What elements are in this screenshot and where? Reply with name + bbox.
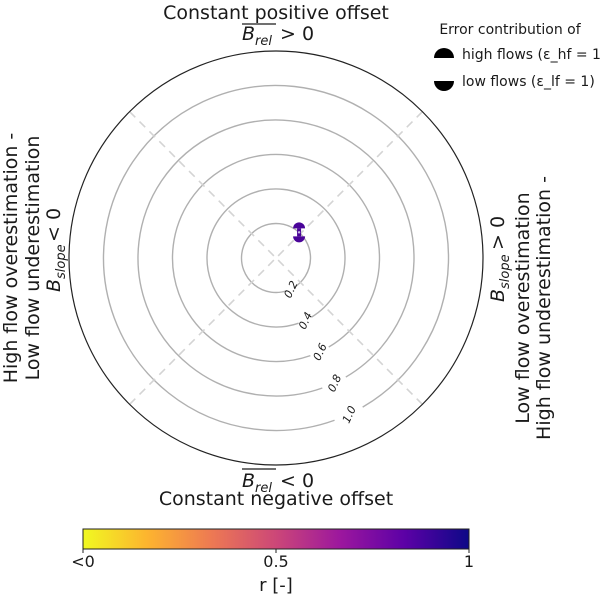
- radial-grid-rings: [102, 84, 450, 432]
- svg-text:B: B: [487, 289, 509, 302]
- svg-text:B: B: [43, 279, 65, 292]
- data-points: [293, 222, 306, 243]
- bottom-math-label: B rel < 0: [242, 468, 314, 496]
- colorbar-label: r [-]: [259, 575, 293, 596]
- colorbar: <0 0.5 1 r [-]: [71, 528, 474, 596]
- radial-tick-labels: 0.2 0.4 0.6 0.8 1.0: [281, 279, 358, 425]
- legend-item-high-flows: high flows (ε_hf = 1): [462, 47, 600, 63]
- svg-text:B: B: [242, 23, 255, 45]
- left-label-line2: Low flow underestimation: [22, 136, 44, 381]
- radial-tick-label: 0.6: [311, 341, 330, 362]
- svg-text:> 0: > 0: [280, 23, 314, 45]
- svg-text:< 0: < 0: [280, 470, 314, 492]
- lower-half-circle-icon: [434, 81, 454, 91]
- right-label-line2: High flow underestimation -: [533, 176, 555, 440]
- radial-tick-label: 0.8: [325, 373, 344, 394]
- grid-ring-2: [206, 188, 346, 328]
- grid-ring-3: [171, 153, 381, 363]
- svg-text:slope: slope: [54, 244, 69, 279]
- svg-text:rel: rel: [255, 481, 272, 496]
- grid-ring-1: [240, 222, 312, 294]
- legend: Error contribution of high flows (ε_hf =…: [434, 22, 600, 91]
- grid-ring-4: [137, 119, 415, 397]
- bottom-title: Constant negative offset: [159, 488, 393, 510]
- top-math-label: B rel > 0: [242, 23, 314, 49]
- polar-plot-area: 0.2 0.4 0.6 0.8 1.0: [68, 50, 484, 466]
- upper-half-circle-icon: [434, 48, 454, 58]
- radial-tick-label: 0.2: [281, 279, 300, 300]
- data-point-1: [293, 222, 306, 243]
- right-label-line1: Low flow overestimation: [512, 192, 534, 423]
- colorbar-tick-mid: 0.5: [263, 552, 288, 571]
- top-title: Constant positive offset: [163, 2, 389, 24]
- colorbar-tick-max: 1: [464, 552, 474, 571]
- colorbar-gradient: [82, 528, 470, 550]
- svg-text:slope: slope: [498, 254, 513, 289]
- radial-tick-label: 0.4: [296, 310, 315, 331]
- colorbar-tick-min: <0: [71, 552, 95, 571]
- svg-text:> 0: > 0: [487, 216, 509, 250]
- svg-text:B: B: [242, 470, 255, 492]
- svg-text:rel: rel: [255, 34, 272, 49]
- legend-item-low-flows: low flows (ε_lf = 1): [462, 74, 595, 90]
- radial-tick-label: 1.0: [340, 404, 359, 425]
- left-axis-labels: High flow overestimation - Low flow unde…: [0, 133, 69, 384]
- right-axis-labels: B slope > 0 Low flow overestimation High…: [487, 176, 555, 440]
- left-math-label: B slope < 0: [43, 208, 69, 292]
- right-math-label: B slope > 0: [487, 216, 513, 302]
- svg-text:< 0: < 0: [43, 208, 65, 242]
- outer-boundary-circle: [68, 50, 484, 466]
- grid-ring-5: [102, 84, 450, 432]
- legend-title: Error contribution of: [439, 22, 581, 38]
- diagonal-guide-lines: [129, 111, 423, 405]
- left-label-line1: High flow overestimation -: [0, 133, 22, 384]
